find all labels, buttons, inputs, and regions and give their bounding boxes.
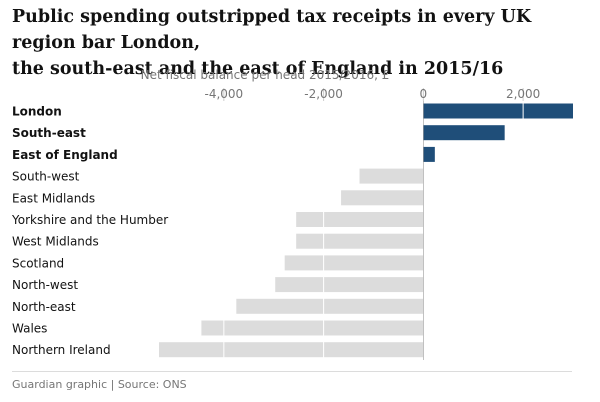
bar-east-of-england <box>423 146 435 162</box>
bar-west-midlands <box>296 233 424 249</box>
category-label: West Midlands <box>12 235 99 249</box>
category-label: London <box>12 105 62 119</box>
bar-chart: -4,000 -2,000 0 2,000 London South-east East … <box>11 68 573 360</box>
bar-south-east <box>423 125 505 141</box>
category-label: East Midlands <box>12 191 95 205</box>
category-labels-group: London South-east East of England South-wes… <box>11 105 168 358</box>
bar-scotland <box>284 255 424 271</box>
bar-south-west <box>359 168 424 184</box>
category-label: Scotland <box>12 256 64 270</box>
bar-north-west <box>275 277 424 293</box>
x-axis-label: Net fiscal balance per head 2015/2016, £ <box>141 68 390 82</box>
category-label: North-west <box>12 278 78 292</box>
source-note: Guardian graphic | Source: ONS <box>12 378 187 391</box>
gridlines-group <box>223 88 524 360</box>
bars-group <box>159 103 573 358</box>
chart-title: Public spending outstripped tax receipts… <box>12 4 592 82</box>
category-label: East of England <box>12 148 118 162</box>
x-tick-label: 0 <box>420 87 428 101</box>
x-tick-label: 2,000 <box>506 87 540 101</box>
x-tick-label: -2,000 <box>304 87 343 101</box>
bar-northern-ireland <box>159 342 424 358</box>
bar-london <box>423 103 573 119</box>
x-tick-label: -4,000 <box>204 87 243 101</box>
bar-wales <box>201 320 424 336</box>
tick-labels-group: -4,000 -2,000 0 2,000 <box>204 87 540 101</box>
category-label: Yorkshire and the Humber <box>11 213 168 227</box>
category-label: South-east <box>12 126 86 140</box>
bar-east-midlands <box>341 190 424 206</box>
category-label: North-east <box>12 300 76 314</box>
category-label: Wales <box>12 322 47 336</box>
category-label: South-west <box>12 170 80 184</box>
category-label: Northern Ireland <box>12 343 111 357</box>
footer-divider <box>12 371 572 372</box>
bar-north-east <box>236 298 424 314</box>
bar-yorkshire-and-the-humber <box>296 212 424 227</box>
chart-title-line-1: Public spending outstripped tax receipts… <box>12 7 532 53</box>
chart-title-line-2: the south-east and the east of England i… <box>12 59 504 79</box>
